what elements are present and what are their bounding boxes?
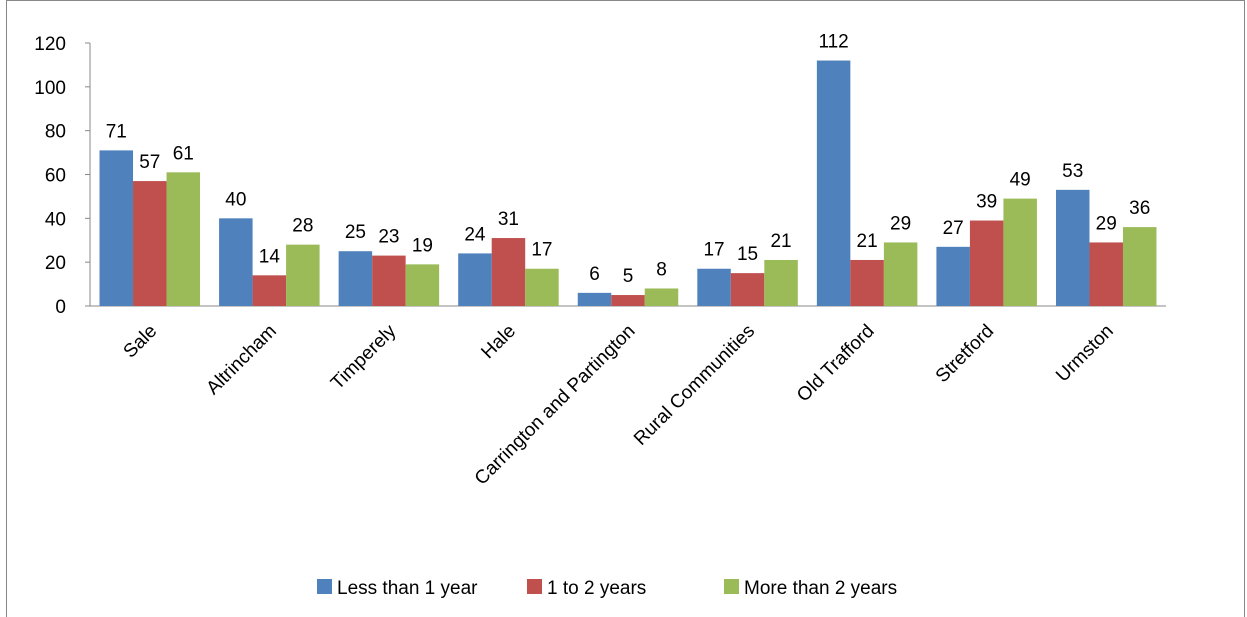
data-label: 28: [292, 216, 313, 237]
bar: [525, 268, 559, 306]
data-label: 24: [464, 224, 486, 245]
data-label: 31: [498, 209, 519, 230]
data-label: 8: [656, 259, 667, 280]
data-label: 61: [173, 143, 194, 164]
category-label: Sale: [120, 321, 162, 363]
data-label: 29: [1096, 213, 1117, 234]
bar: [219, 218, 253, 306]
y-tick-label: 20: [45, 253, 66, 274]
bar: [99, 150, 134, 306]
legend-swatch: [527, 579, 542, 594]
legend-label: 1 to 2 years: [547, 578, 646, 599]
bar: [133, 181, 167, 306]
chart-frame: [6, 0, 1245, 617]
y-tick-label: 120: [34, 34, 66, 55]
bar: [730, 273, 765, 306]
bar: [577, 292, 612, 306]
y-tick-label: 40: [45, 209, 66, 230]
category-label: Hale: [477, 321, 519, 363]
bar: [611, 295, 645, 306]
data-label: 49: [1010, 170, 1031, 191]
bar: [372, 255, 406, 306]
data-label: 19: [412, 235, 433, 256]
bar: [883, 242, 918, 306]
legend-label: Less than 1 year: [337, 578, 478, 599]
bar: [166, 172, 201, 306]
data-labels: 71 57 61 40 14 28 25 23 19 24 31 17 6 5 8 17 15 21 112 21 29…: [106, 32, 1151, 288]
data-label: 53: [1062, 161, 1083, 182]
data-label: 14: [259, 246, 281, 267]
data-label: 40: [225, 189, 246, 210]
data-label: 27: [943, 218, 964, 239]
y-tick-label: 80: [45, 122, 66, 143]
bar: [936, 246, 970, 306]
data-label: 17: [703, 240, 724, 261]
bar: [252, 275, 287, 306]
legend: Less than 1 year 1 to 2 years More than 2 …: [317, 578, 897, 599]
category-label: Rural Communities: [630, 321, 759, 450]
category-label: Altrincham: [203, 321, 281, 399]
category-label: Stretford: [932, 321, 998, 387]
data-label: 112: [818, 32, 848, 53]
data-label: 23: [378, 227, 399, 248]
data-label: 17: [531, 240, 552, 261]
category-label: Old Trafford: [793, 321, 879, 407]
bar: [286, 244, 320, 306]
data-label: 21: [770, 231, 791, 252]
bar: [764, 259, 798, 306]
data-label: 21: [857, 231, 878, 252]
data-label: 57: [139, 152, 160, 173]
y-tick-label: 100: [34, 78, 66, 99]
legend-label: More than 2 years: [744, 578, 897, 599]
bar: [850, 259, 884, 306]
bar: [458, 253, 492, 306]
legend-swatch: [317, 579, 332, 594]
bar: [969, 220, 1004, 306]
bars: [99, 60, 1157, 307]
bar: [816, 60, 851, 307]
bar: [1122, 227, 1157, 306]
bar: [1003, 198, 1037, 306]
data-label: 71: [106, 121, 127, 142]
data-label: 36: [1129, 198, 1150, 219]
y-tick-label: 0: [55, 297, 66, 318]
category-label: Timperely: [327, 320, 401, 394]
y-tick-label: 60: [45, 166, 66, 187]
bar: [405, 264, 440, 306]
data-label: 25: [345, 222, 366, 243]
data-label: 6: [589, 264, 600, 285]
data-label: 5: [623, 266, 634, 287]
data-label: 15: [737, 244, 758, 265]
data-label: 29: [890, 213, 911, 234]
category-label: Urmston: [1052, 321, 1118, 387]
bar: [491, 238, 526, 306]
legend-swatch: [724, 579, 739, 594]
bar: [338, 251, 373, 306]
bar: [1055, 189, 1090, 306]
bar: [697, 268, 731, 306]
bar: [1089, 242, 1123, 306]
bar: [644, 288, 679, 306]
data-label: 39: [976, 192, 997, 213]
